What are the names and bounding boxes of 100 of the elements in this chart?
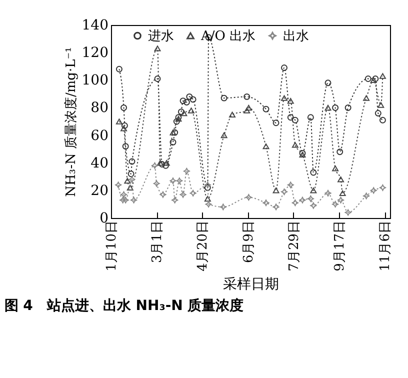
point [180,191,186,198]
legend-label: 进水 [148,28,174,44]
point [272,120,280,126]
y-tick-label: 20 [90,182,108,199]
point [307,114,314,121]
y-tick-label: 100 [82,72,108,89]
point [310,169,317,176]
x-tick-label: 9月17日 [332,220,348,272]
point [128,176,136,183]
point [332,166,339,172]
point [379,73,386,79]
point [176,178,183,184]
point [204,196,211,202]
point [310,188,317,194]
point [229,112,236,118]
point [160,191,166,198]
point [292,200,298,206]
point [280,95,288,101]
point [262,143,270,150]
point [154,46,161,52]
point [287,182,294,188]
point [190,190,196,196]
point [205,200,212,208]
point [116,118,122,124]
point [204,184,211,191]
point [244,93,250,100]
point [324,80,332,86]
point [178,108,184,116]
point [186,93,193,100]
y-tick-label: 60 [90,128,108,144]
point [299,196,306,204]
point [188,108,194,114]
point [364,76,372,82]
point [190,96,196,103]
point [324,104,332,111]
x-tick-label: 11月6日 [378,220,394,272]
point [121,122,128,129]
point [379,184,386,191]
x-tick-label: 4月20日 [196,220,211,272]
point [292,116,298,124]
caption: 图 4 站点进、出水 NH₃-N 质量浓度 [4,296,244,314]
point [172,196,178,204]
point [122,143,129,150]
point [272,204,280,210]
x-tick-label: 3月1日 [150,220,166,264]
point [180,98,186,104]
point [332,200,339,208]
point [332,104,339,111]
point [152,162,158,169]
point [220,204,226,210]
point [163,160,170,166]
x-axis-title: 采样日期 [223,276,279,292]
point [370,187,377,194]
point [344,104,352,111]
point [339,190,346,196]
point [116,66,122,72]
point [120,191,128,198]
y-tick-label: 120 [82,45,108,62]
point [262,106,270,112]
point [292,142,298,148]
point [372,76,379,82]
point [120,126,128,132]
x-tick-label: 6月9日 [241,220,256,264]
point [172,129,178,136]
point [245,194,252,201]
point [162,162,169,169]
point [310,202,317,209]
point [245,104,252,111]
point [115,182,122,188]
point [379,116,386,124]
point [378,102,384,108]
point [122,196,129,204]
point [173,118,180,125]
point [183,98,190,106]
point [338,176,344,182]
point [324,190,332,196]
point [262,200,270,206]
point [363,95,370,101]
point [130,196,138,204]
point [338,196,344,204]
point [244,108,250,114]
legend-label: 出水 [283,28,309,44]
point [374,110,382,116]
y-tick-label: 40 [90,155,108,172]
point [120,104,128,111]
point [126,184,134,191]
point [204,182,211,188]
point [272,188,280,194]
point [153,180,160,187]
point [128,158,136,165]
point [280,188,288,196]
point [307,195,314,202]
point [120,196,126,204]
legend-label: A/O 出水 [200,28,256,44]
y-tick-label: 80 [90,100,108,116]
point [287,98,294,104]
point [220,94,228,102]
point [280,64,288,71]
point [344,209,352,216]
point [124,178,131,184]
